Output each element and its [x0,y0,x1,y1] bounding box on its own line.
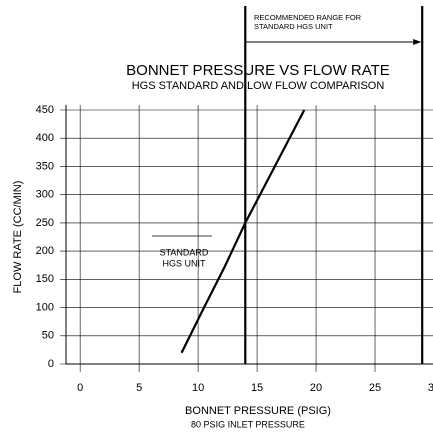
x-tick-label: 30 [428,382,433,394]
y-tick-label: 100 [36,301,54,313]
note: 80 PSIG INLET PRESSURE [191,419,305,429]
chart-subtitle: HGS STANDARD AND LOW FLOW COMPARISON [132,80,385,92]
y-tick-label: 400 [36,132,54,144]
chart-title: BONNET PRESSURE VS FLOW RATE [126,62,390,79]
arrow-head [413,39,422,45]
x-tick-label: 10 [192,382,204,394]
annotation: STANDARD HGS UNIT [254,22,333,31]
x-tick-label: 0 [77,382,83,394]
y-axis-label: FLOW RATE (CC/MIN) [12,181,24,294]
x-axis-label: BONNET PRESSURE (PSIG) [185,405,331,417]
y-tick-label: 250 [36,217,54,229]
y-tick-label: 450 [36,104,54,116]
y-tick-label: 350 [36,160,54,172]
y-tick-label: 50 [42,330,54,342]
series-line [180,109,306,354]
y-tick-label: 150 [36,273,54,285]
annotation: RECOMMENDED RANGE FOR [254,13,362,22]
annotation: STANDARD [160,247,209,257]
x-tick-label: 15 [251,382,263,394]
annotation: HGS UNIT [162,258,206,268]
y-tick-label: 200 [36,245,54,257]
x-tick-label: 20 [310,382,322,394]
x-tick-label: 25 [369,382,381,394]
y-tick-label: 0 [48,358,54,370]
x-tick-label: 5 [136,382,142,394]
y-tick-label: 300 [36,189,54,201]
